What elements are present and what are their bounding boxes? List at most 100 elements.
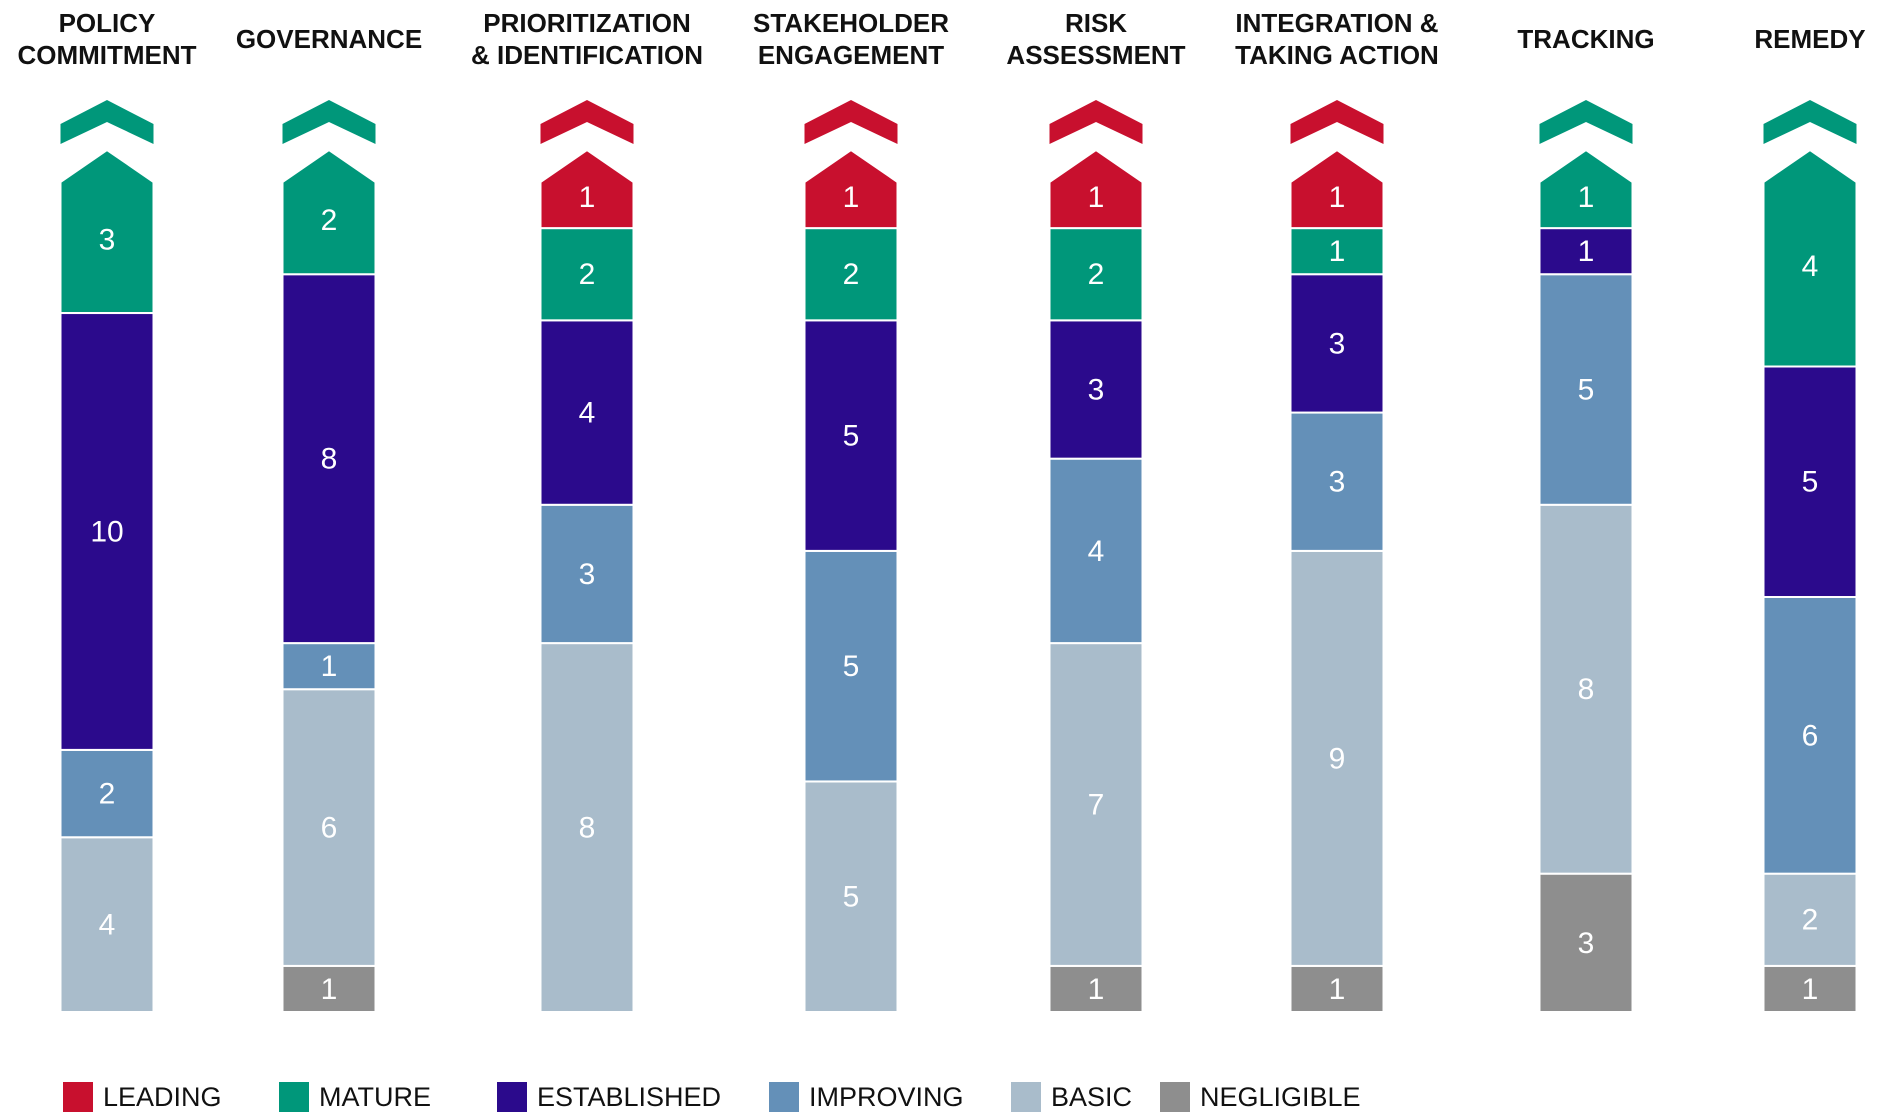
- chevron: [60, 100, 154, 144]
- legend-swatch: [769, 1082, 799, 1112]
- bar-segment: [1289, 411, 1385, 552]
- chevron: [1290, 100, 1384, 144]
- category-label: RISK ASSESSMENT: [1006, 8, 1186, 70]
- bar-segment: [59, 748, 155, 839]
- legend-label: IMPROVING: [809, 1082, 964, 1112]
- value-label: 3: [99, 223, 116, 256]
- bar-segment: [1762, 148, 1858, 368]
- bar-segment: [281, 688, 377, 967]
- value-label: 1: [1088, 973, 1105, 1006]
- bar-segment: [803, 148, 899, 230]
- value-label: 5: [843, 650, 860, 683]
- value-label: 1: [1578, 181, 1595, 214]
- value-label: 6: [321, 811, 338, 844]
- chevron: [282, 100, 376, 144]
- chevron: [540, 100, 634, 144]
- bar-segment: [59, 836, 155, 1014]
- bar-segment: [1048, 964, 1144, 1014]
- value-label: 3: [1088, 373, 1105, 406]
- bar-segment: [1289, 148, 1385, 230]
- bar-segment: [1048, 227, 1144, 322]
- value-label: 8: [579, 811, 596, 844]
- value-label: 1: [1329, 235, 1346, 268]
- value-label: 2: [99, 778, 116, 811]
- category-label: INTEGRATION & TAKING ACTION: [1235, 8, 1439, 70]
- value-label: 5: [1578, 373, 1595, 406]
- bar-segment: [1538, 148, 1634, 230]
- category-label: POLICY COMMITMENT: [17, 8, 197, 70]
- legend-swatch: [1160, 1082, 1190, 1112]
- value-label: 4: [1088, 535, 1105, 568]
- value-label: 3: [1329, 327, 1346, 360]
- chevron: [1763, 100, 1857, 144]
- bar-segment: [1762, 365, 1858, 599]
- legend-label: NEGLIGIBLE: [1200, 1082, 1361, 1112]
- bar-segment: [281, 642, 377, 691]
- bar-segment: [1048, 319, 1144, 460]
- chevron: [804, 100, 898, 144]
- value-label: 2: [1088, 258, 1105, 291]
- bar-segment: [803, 549, 899, 783]
- legend-swatch: [497, 1082, 527, 1112]
- bar-segment: [1538, 227, 1634, 276]
- legend-swatch: [279, 1082, 309, 1112]
- bar-segment: [1762, 964, 1858, 1014]
- legend-label: BASIC: [1051, 1082, 1132, 1112]
- value-label: 3: [1578, 927, 1595, 960]
- bar-segment: [281, 964, 377, 1014]
- value-label: 2: [321, 204, 338, 237]
- bar-segment: [539, 319, 635, 506]
- value-label: 10: [90, 515, 123, 548]
- bar-segment: [1538, 273, 1634, 506]
- chevron: [1539, 100, 1633, 144]
- value-label: 1: [1802, 973, 1819, 1006]
- bar-segment: [539, 227, 635, 322]
- chevron: [1049, 100, 1143, 144]
- value-label: 3: [1329, 466, 1346, 499]
- value-label: 2: [579, 258, 596, 291]
- legend-label: ESTABLISHED: [537, 1082, 721, 1112]
- bar-segment: [281, 273, 377, 645]
- value-label: 8: [321, 443, 338, 476]
- value-label: 1: [1578, 235, 1595, 268]
- value-label: 1: [1088, 181, 1105, 214]
- bar-segment: [803, 780, 899, 1014]
- value-label: 2: [1802, 904, 1819, 937]
- value-label: 1: [843, 181, 860, 214]
- value-label: 4: [1802, 250, 1819, 283]
- category-label: REMEDY: [1754, 24, 1866, 54]
- bar-segment: [1762, 596, 1858, 875]
- value-label: 1: [321, 650, 338, 683]
- legend-swatch: [63, 1082, 93, 1112]
- bar-segment: [1538, 872, 1634, 1014]
- category-label: STAKEHOLDER ENGAGEMENT: [753, 8, 949, 70]
- category-label: TRACKING: [1517, 24, 1655, 54]
- bar-segment: [281, 148, 377, 276]
- value-label: 1: [1329, 973, 1346, 1006]
- bar-segment: [1048, 642, 1144, 967]
- value-label: 1: [1329, 181, 1346, 214]
- legend-swatch: [1011, 1082, 1041, 1112]
- bar-segment: [1289, 273, 1385, 414]
- value-label: 9: [1329, 742, 1346, 775]
- value-label: 5: [1802, 466, 1819, 499]
- value-label: 1: [321, 973, 338, 1006]
- value-label: 4: [99, 909, 116, 942]
- bar-segment: [539, 503, 635, 645]
- value-label: 6: [1802, 719, 1819, 752]
- value-label: 7: [1088, 788, 1105, 821]
- bar-segment: [1048, 148, 1144, 230]
- bar-segment: [59, 148, 155, 315]
- value-label: 5: [843, 881, 860, 914]
- category-label: GOVERNANCE: [235, 24, 423, 54]
- legend-label: MATURE: [319, 1082, 431, 1112]
- legend-label: LEADING: [103, 1082, 222, 1112]
- value-label: 5: [843, 420, 860, 453]
- value-label: 4: [579, 396, 596, 429]
- category-label: PRIORITIZATION & IDENTIFICATION: [470, 8, 704, 70]
- bar-segment: [1289, 964, 1385, 1014]
- bar-segment: [539, 642, 635, 1013]
- bar-segment: [1289, 549, 1385, 967]
